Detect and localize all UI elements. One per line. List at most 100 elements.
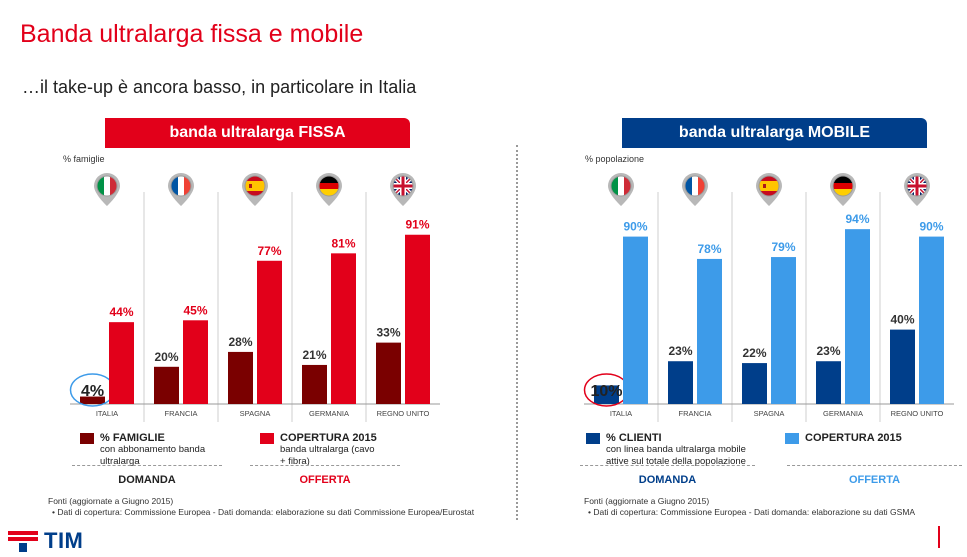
mobile-chart: 10% 90% ITALIA 23% 78% FRANCIA 22% 79% SPAGNA 23%… [583, 173, 954, 422]
legend-label-copertura-fissa: COPERTURA 2015 [280, 432, 377, 444]
flag-gb-icon [393, 176, 413, 196]
slide-subtitle: …il take-up è ancora basso, in particola… [22, 77, 417, 97]
mobile-group-offerta: OFFERTA [848, 474, 901, 486]
bar-b-francia [697, 258, 722, 404]
flag-es-icon [759, 176, 779, 196]
flag-marker-fr [682, 173, 708, 206]
bar-a-regno-unito [890, 329, 915, 404]
legend-label-famiglie: % FAMIGLIE [100, 432, 165, 444]
mobile-group-line-b [787, 465, 962, 466]
bar-b-francia [183, 320, 208, 404]
fissa-sources-title: Fonti (aggiornate a Giugno 2015) [48, 496, 174, 506]
flag-it-icon [611, 176, 631, 196]
flag-marker-gb [390, 173, 416, 206]
fissa-sources: Fonti (aggiornate a Giugno 2015) • Dati … [48, 496, 508, 518]
bar-value-label: 40% [890, 313, 914, 327]
tim-logo: TIM [8, 528, 83, 554]
bar-b-regno-unito [405, 234, 430, 404]
flag-marker-gb [904, 173, 930, 206]
bar-a-francia [154, 366, 179, 404]
bar-value-label: 91% [405, 218, 429, 232]
legend-swatch-copertura-mobile [785, 432, 799, 444]
fissa-group-offerta: OFFERTA [299, 474, 351, 486]
flag-fr-icon [685, 176, 705, 196]
mobile-legend-copertura: COPERTURA 2015 [785, 432, 945, 444]
slide-edge-mark [938, 526, 940, 548]
bar-value-label: 28% [228, 335, 252, 349]
flag-de-icon [319, 176, 339, 196]
bar-b-regno-unito [919, 236, 944, 404]
bar-a-spagna [742, 363, 767, 404]
flag-es-icon [245, 176, 265, 196]
bar-value-label: 23% [816, 344, 840, 358]
category-label: ITALIA [96, 409, 118, 418]
bar-a-germania [302, 364, 327, 404]
bar-value-label: 44% [109, 305, 133, 319]
bar-a-francia [668, 361, 693, 404]
bar-b-italia [623, 236, 648, 404]
fissa-group-domanda: DOMANDA [118, 474, 176, 486]
mobile-legend-clienti: % CLIENTI con linea banda ultralarga mob… [586, 432, 771, 468]
mobile-unit-label: % popolazione [585, 154, 645, 164]
fissa-legend-copertura: COPERTURA 2015 banda ultralarga (cavo + … [260, 432, 420, 468]
bar-value-label: 79% [771, 240, 795, 254]
bar-a-italia [80, 396, 105, 404]
bar-value-label: 20% [154, 350, 178, 364]
legend-swatch-clienti [586, 432, 600, 444]
mobile-header: banda ultralarga MOBILE [622, 118, 927, 148]
bar-value-label: 22% [742, 346, 766, 360]
flag-marker-de [830, 173, 856, 206]
bar-value-label: 94% [845, 212, 869, 226]
category-label: GERMANIA [823, 409, 863, 418]
mobile-sources-title: Fonti (aggiornate a Giugno 2015) [584, 496, 710, 506]
bar-value-label: 21% [302, 348, 326, 362]
panel-divider [516, 145, 518, 520]
bar-value-label: 4% [81, 383, 104, 400]
fissa-sources-line: • Dati di copertura: Commissione Europea… [52, 507, 475, 517]
legend-sub-famiglie: con abbonamento banda ultralarga [100, 444, 206, 467]
mobile-sources-line: • Dati di copertura: Commissione Europea… [588, 507, 916, 517]
mobile-sources-text: Dati di copertura: Commissione Europea -… [593, 507, 916, 517]
bar-value-label: 90% [623, 220, 647, 234]
flag-marker-it [94, 172, 120, 206]
bar-b-spagna [257, 260, 282, 404]
fissa-sources-text: Dati di copertura: Commissione Europea -… [57, 507, 475, 517]
fissa-group-line-b [250, 465, 400, 466]
slide-title: Banda ultralarga fissa e mobile [20, 20, 364, 48]
bar-value-label: 90% [919, 220, 943, 234]
fissa-panel: banda ultralarga FISSA % famiglie 4% 44% I… [48, 118, 500, 518]
bar-value-label: 81% [331, 236, 355, 250]
tim-logo-text: TIM [44, 528, 84, 553]
legend-sub-copertura-fissa: banda ultralarga (cavo + fibra) [280, 444, 375, 467]
bar-value-label: 33% [376, 326, 400, 340]
flag-marker-es [756, 173, 782, 206]
flag-marker-de [316, 173, 342, 206]
fissa-unit-label: % famiglie [63, 154, 105, 164]
legend-swatch-famiglie [80, 432, 94, 444]
category-label: FRANCIA [165, 409, 198, 418]
bar-b-germania [845, 229, 870, 404]
mobile-sources: Fonti (aggiornate a Giugno 2015) • Dati … [584, 496, 964, 518]
category-label: REGNO UNITO [377, 409, 430, 418]
flag-gb-icon [907, 176, 927, 196]
category-label: FRANCIA [679, 409, 712, 418]
flag-marker-fr [168, 173, 194, 206]
bar-a-italia [594, 385, 619, 404]
mobile-panel: banda ultralarga MOBILE % popolazione 10… [580, 118, 967, 518]
category-label: SPAGNA [240, 409, 271, 418]
bar-value-label: 10% [590, 383, 622, 400]
category-label: ITALIA [610, 409, 632, 418]
mobile-group-domanda: DOMANDA [638, 474, 697, 486]
legend-label-copertura-mobile: COPERTURA 2015 [805, 432, 902, 444]
legend-swatch-copertura-fissa [260, 432, 274, 444]
flag-it-icon [97, 176, 117, 196]
bar-value-label: 45% [183, 303, 207, 317]
bar-b-italia [109, 322, 134, 404]
bar-value-label: 77% [257, 244, 281, 258]
legend-label-clienti: % CLIENTI [606, 432, 662, 444]
flag-de-icon [833, 176, 853, 196]
legend-sub-clienti: con linea banda ultralarga mobile attive… [606, 444, 746, 467]
category-label: SPAGNA [754, 409, 785, 418]
bar-value-label: 78% [697, 242, 721, 256]
bar-b-spagna [771, 257, 796, 404]
